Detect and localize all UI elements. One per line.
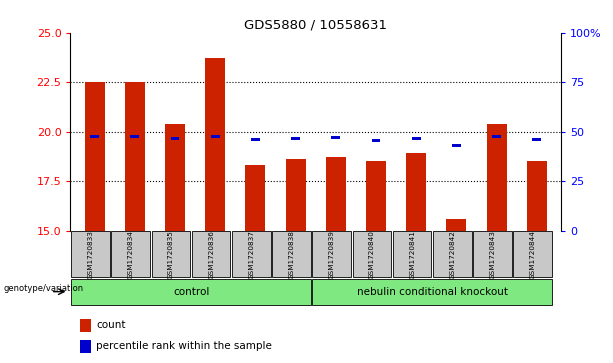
Bar xyxy=(232,232,271,277)
Text: nebulin conditional knockout: nebulin conditional knockout xyxy=(357,287,508,297)
Bar xyxy=(205,58,225,231)
Bar xyxy=(412,137,421,140)
Title: GDS5880 / 10558631: GDS5880 / 10558631 xyxy=(244,19,387,32)
Bar xyxy=(80,339,91,353)
Bar xyxy=(211,135,219,138)
Text: genotype/variation: genotype/variation xyxy=(4,284,83,293)
Bar xyxy=(286,159,306,231)
Bar xyxy=(291,137,300,140)
Bar xyxy=(433,232,471,277)
Bar xyxy=(352,232,391,277)
Bar xyxy=(125,82,145,231)
Bar xyxy=(366,161,386,231)
Bar xyxy=(393,232,432,277)
Text: GSM1720841: GSM1720841 xyxy=(409,230,415,278)
Bar xyxy=(71,232,110,277)
Bar xyxy=(131,135,139,138)
Bar xyxy=(492,135,501,138)
Text: control: control xyxy=(173,287,209,297)
Bar xyxy=(151,232,190,277)
Text: GSM1720834: GSM1720834 xyxy=(128,230,134,278)
Bar xyxy=(452,144,461,147)
Text: count: count xyxy=(96,321,126,330)
Text: GSM1720842: GSM1720842 xyxy=(449,230,455,278)
Bar xyxy=(165,124,185,231)
Bar xyxy=(90,135,99,138)
Text: GSM1720839: GSM1720839 xyxy=(329,230,335,278)
Bar xyxy=(326,157,346,231)
Text: percentile rank within the sample: percentile rank within the sample xyxy=(96,341,272,351)
Bar xyxy=(170,137,180,140)
Bar xyxy=(85,82,105,231)
Text: GSM1720844: GSM1720844 xyxy=(530,230,536,278)
Bar xyxy=(71,279,311,305)
Bar xyxy=(192,232,230,277)
Text: GSM1720840: GSM1720840 xyxy=(369,230,375,278)
Bar xyxy=(487,124,506,231)
Bar xyxy=(473,232,512,277)
Text: GSM1720835: GSM1720835 xyxy=(168,230,174,278)
Text: GSM1720833: GSM1720833 xyxy=(88,230,94,278)
Text: GSM1720837: GSM1720837 xyxy=(248,230,254,278)
Bar xyxy=(371,139,381,142)
Bar xyxy=(245,165,265,231)
Bar xyxy=(332,136,340,139)
Bar xyxy=(80,319,91,332)
Bar xyxy=(514,232,552,277)
Bar xyxy=(446,219,466,231)
Bar xyxy=(112,232,150,277)
Text: GSM1720836: GSM1720836 xyxy=(208,230,214,278)
Bar xyxy=(532,138,541,141)
Bar xyxy=(527,161,547,231)
Bar xyxy=(251,138,260,141)
Bar xyxy=(313,232,351,277)
Bar xyxy=(272,232,311,277)
Bar xyxy=(313,279,552,305)
Text: GSM1720843: GSM1720843 xyxy=(490,230,495,278)
Text: GSM1720838: GSM1720838 xyxy=(289,230,295,278)
Bar xyxy=(406,153,426,231)
